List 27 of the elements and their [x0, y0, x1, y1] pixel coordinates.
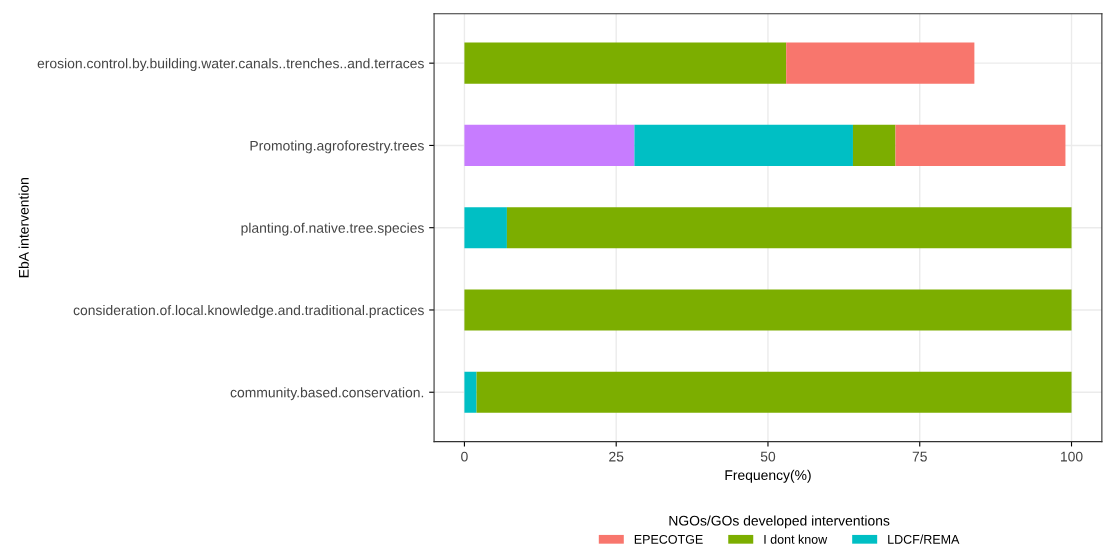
y-tick-label: Promoting.agroforestry.trees [250, 140, 424, 154]
legend-label: I dont know [764, 534, 828, 544]
bar [634, 124, 853, 166]
bar [464, 289, 1072, 331]
x-tick-label: 25 [609, 451, 624, 462]
bar [786, 42, 975, 84]
bar [476, 371, 1072, 413]
legend-label: LDCF/REMA [888, 534, 960, 544]
bar [464, 42, 787, 84]
bar [506, 207, 1072, 249]
bar [852, 124, 896, 166]
x-tick-label: 0 [461, 451, 468, 462]
y-tick-label: planting.of.native.tree.species [241, 222, 424, 236]
x-tick-label: 75 [912, 451, 927, 462]
y-tick-label: consideration.of.local.knowledge.and.traditional.practices [73, 304, 424, 318]
legend-label: EPECOTGE [634, 534, 703, 544]
legend-title: NGOs/GOs developed interventions [669, 515, 890, 529]
bar [464, 207, 507, 249]
bar [464, 371, 477, 413]
bar [895, 124, 1066, 166]
y-axis-title: EbA intervention [18, 178, 29, 278]
x-tick-label: 50 [760, 451, 776, 462]
x-tick-label: 100 [1060, 451, 1083, 462]
bar [464, 124, 635, 166]
y-tick-label: community.based.conservation. [230, 387, 424, 401]
y-tick-label: erosion.control.by.building.water.canals..trenches..and.terraces [37, 58, 424, 72]
x-axis-title: Frequency(%) [725, 469, 811, 483]
